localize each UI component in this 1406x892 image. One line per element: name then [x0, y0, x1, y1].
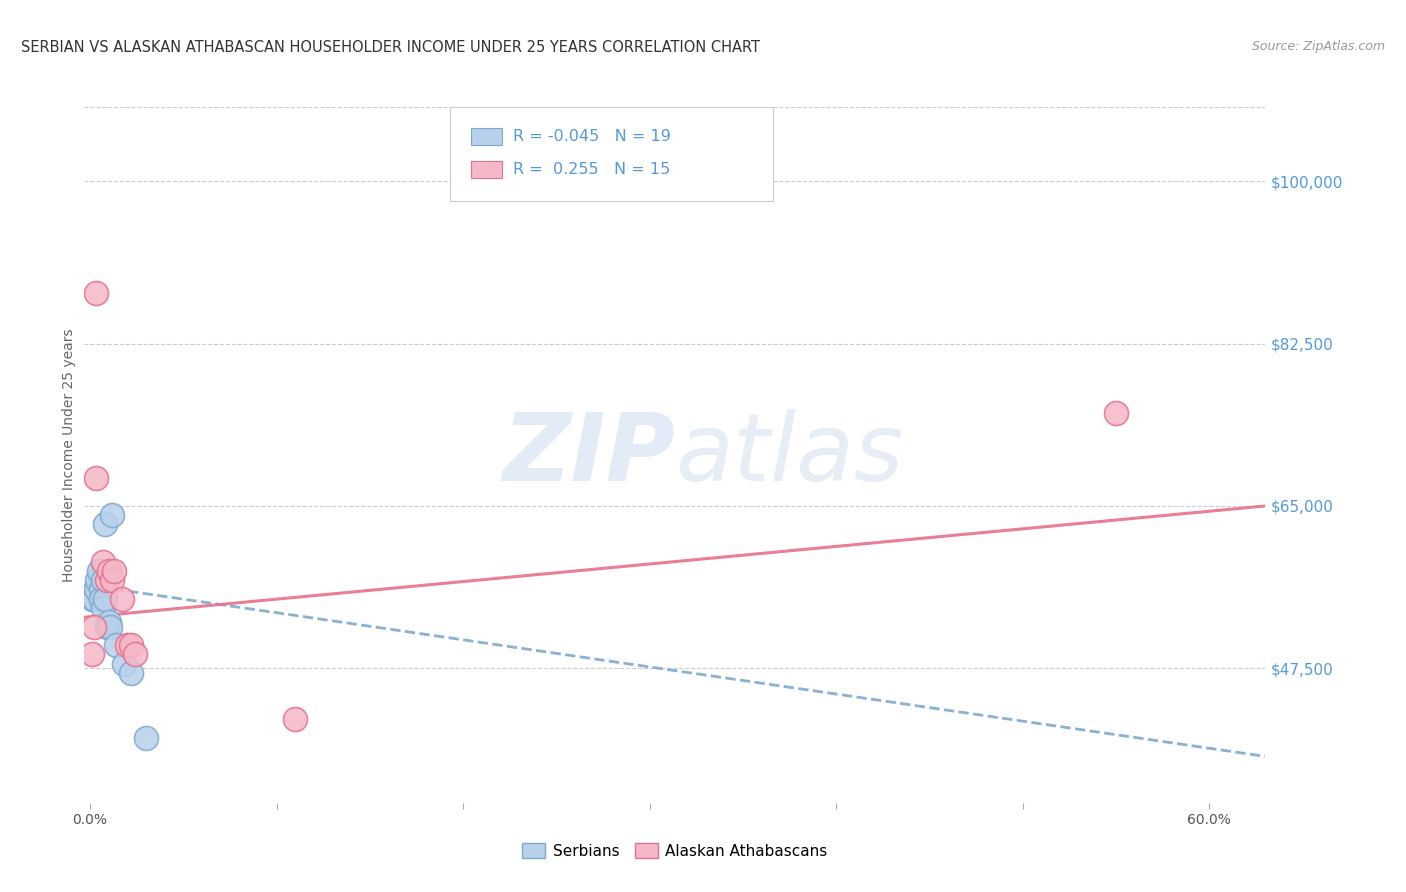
Point [120, 638, 142, 652]
Point [90, 582, 112, 597]
Point [97, 564, 120, 578]
Point [91, 555, 114, 569]
Point [94, 517, 117, 532]
Point [83, 591, 105, 606]
Text: Source: ZipAtlas.com: Source: ZipAtlas.com [1251, 40, 1385, 54]
Point [86, 573, 108, 587]
Point [117, 638, 139, 652]
Y-axis label: Householder Income Under 25 years: Householder Income Under 25 years [62, 328, 76, 582]
Point [84, 582, 107, 597]
Point [80, 591, 103, 606]
Point [80, 648, 103, 662]
Point [84, 471, 107, 485]
Point [84, 285, 107, 300]
Text: atlas: atlas [675, 409, 903, 500]
Point [83, 619, 105, 633]
Point [96, 619, 118, 633]
Point [111, 591, 134, 606]
Point [135, 731, 157, 745]
Legend: Serbians, Alaskan Athabascans: Serbians, Alaskan Athabascans [516, 837, 834, 864]
Point [103, 564, 125, 578]
Point [120, 665, 142, 680]
Point [96, 573, 118, 587]
Text: R = -0.045   N = 19: R = -0.045 N = 19 [513, 129, 671, 144]
Point [100, 619, 122, 633]
Point [105, 638, 128, 652]
Point [112, 657, 135, 671]
Point [101, 573, 124, 587]
Text: SERBIAN VS ALASKAN ATHABASCAN HOUSEHOLDER INCOME UNDER 25 YEARS CORRELATION CHAR: SERBIAN VS ALASKAN ATHABASCAN HOUSEHOLDE… [21, 40, 761, 55]
Text: ZIP: ZIP [502, 409, 675, 501]
Point [124, 648, 146, 662]
Point [90, 591, 112, 606]
Point [89, 564, 111, 578]
Point [1105, 406, 1128, 420]
Point [284, 712, 307, 726]
Point [91, 601, 114, 615]
Point [97, 615, 120, 629]
Point [101, 508, 124, 523]
Text: R =  0.255   N = 15: R = 0.255 N = 15 [513, 162, 671, 177]
Point [91, 573, 114, 587]
Point [94, 591, 117, 606]
